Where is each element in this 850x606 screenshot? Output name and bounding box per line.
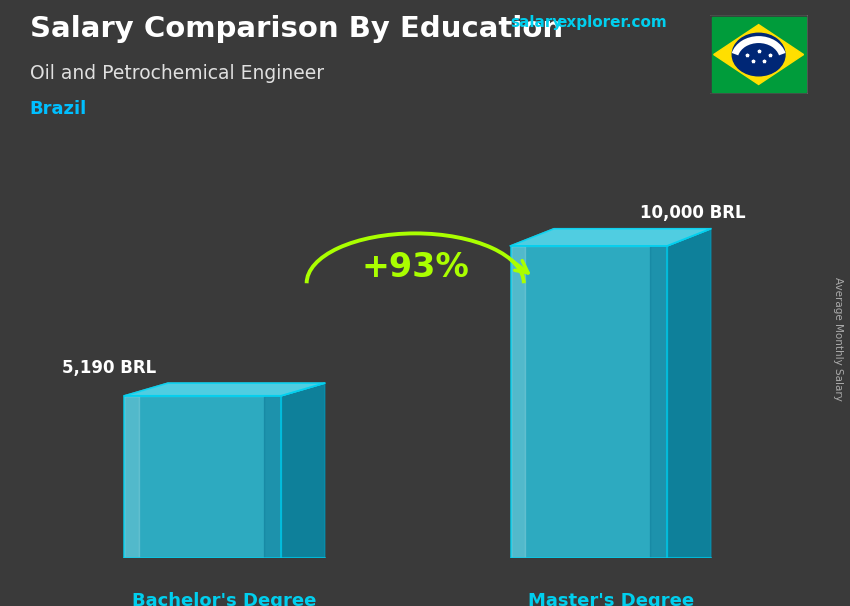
Polygon shape — [714, 25, 803, 84]
Text: 10,000 BRL: 10,000 BRL — [640, 204, 745, 222]
Polygon shape — [124, 396, 139, 558]
Text: Salary Comparison By Education: Salary Comparison By Education — [30, 15, 563, 43]
Text: +93%: +93% — [361, 251, 469, 284]
Text: explorer.com: explorer.com — [557, 15, 667, 30]
Text: Average Monthly Salary: Average Monthly Salary — [833, 278, 843, 401]
Polygon shape — [281, 383, 325, 558]
Text: Brazil: Brazil — [30, 100, 87, 118]
Text: salary: salary — [510, 15, 563, 30]
Text: 5,190 BRL: 5,190 BRL — [62, 359, 156, 377]
Polygon shape — [511, 246, 525, 558]
Polygon shape — [650, 246, 667, 558]
Polygon shape — [511, 246, 667, 558]
Polygon shape — [124, 396, 281, 558]
Polygon shape — [667, 228, 711, 558]
Text: Master's Degree: Master's Degree — [528, 592, 694, 606]
Circle shape — [732, 33, 785, 76]
Text: Bachelor's Degree: Bachelor's Degree — [133, 592, 317, 606]
Text: Oil and Petrochemical Engineer: Oil and Petrochemical Engineer — [30, 64, 324, 82]
Polygon shape — [124, 383, 325, 396]
Polygon shape — [264, 396, 281, 558]
Polygon shape — [511, 228, 711, 246]
